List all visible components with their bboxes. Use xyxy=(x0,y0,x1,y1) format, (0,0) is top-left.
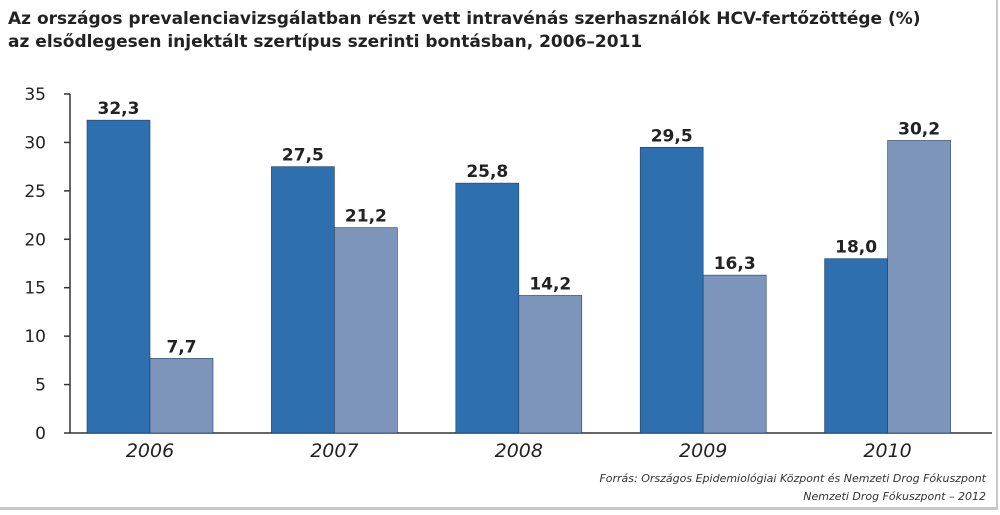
bar xyxy=(518,295,583,434)
bar xyxy=(887,140,951,434)
y-tick-label: 5 xyxy=(35,376,46,396)
x-tick-label: 2008 xyxy=(495,440,543,462)
bar xyxy=(271,166,335,434)
bar xyxy=(824,258,888,434)
bar xyxy=(702,274,767,434)
data-label: 25,8 xyxy=(466,162,508,182)
data-label: 21,2 xyxy=(345,207,387,227)
data-label: 16,3 xyxy=(714,254,756,274)
source-line-1: Forrás: Országos Epidemiológiai Központ … xyxy=(599,472,986,485)
x-tick-label: 2006 xyxy=(126,440,174,462)
data-label: 7,7 xyxy=(166,337,196,357)
bar xyxy=(334,227,398,434)
y-tick-label: 35 xyxy=(24,85,46,105)
y-tick-label: 20 xyxy=(24,230,46,250)
y-tick-label: 15 xyxy=(24,279,46,299)
x-tick-label: 2010 xyxy=(863,440,911,462)
bar xyxy=(86,119,151,434)
y-tick-label: 10 xyxy=(24,327,46,347)
data-label: 32,3 xyxy=(98,99,140,119)
data-label: 30,2 xyxy=(898,119,940,139)
title-line-1: Az országos prevalenciavizsgálatban rész… xyxy=(8,9,921,29)
chart-title: Az országos prevalenciavizsgálatban rész… xyxy=(8,8,988,54)
title-line-2: az elsődlegesen injektált szertípus szer… xyxy=(8,32,643,52)
bar xyxy=(455,182,520,434)
bar xyxy=(149,358,214,434)
y-tick-label: 25 xyxy=(24,182,46,202)
data-label: 29,5 xyxy=(651,126,693,146)
x-tick-label: 2009 xyxy=(679,440,727,462)
data-label: 27,5 xyxy=(282,146,324,166)
source-note: Forrás: Országos Epidemiológiai Központ … xyxy=(599,470,986,506)
y-tick-label: 0 xyxy=(35,424,46,444)
data-label: 18,0 xyxy=(835,238,877,258)
y-tick-label: 30 xyxy=(24,133,46,153)
bar xyxy=(639,146,704,434)
source-line-2: Nemzeti Drog Fókuszpont – 2012 xyxy=(803,490,986,503)
data-label: 14,2 xyxy=(529,274,571,294)
x-tick-label: 2007 xyxy=(310,440,358,462)
